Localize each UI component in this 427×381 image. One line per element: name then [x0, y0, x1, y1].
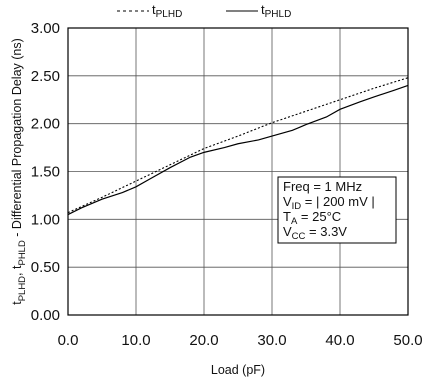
- y-label-rest: - Differential Propagation Delay (ns): [10, 38, 24, 240]
- x-tick-label: 0.0: [58, 332, 79, 349]
- legend-tplhd-main: t: [152, 2, 156, 17]
- condition-vid-value: = | 200 mV |: [301, 194, 375, 209]
- legend: tPLHD tPHLD: [117, 2, 291, 20]
- condition-vid: VID = | 200 mV |: [283, 194, 375, 212]
- condition-freq-text: Freq = 1 MHz: [283, 179, 362, 194]
- condition-vid-main: V: [283, 194, 292, 209]
- condition-vcc-value: = 3.3V: [305, 224, 347, 239]
- condition-vcc: VCC = 3.3V: [283, 224, 347, 242]
- y-tick-labels: 0.00 0.50 1.00 1.50 2.00 2.50 3.00: [31, 20, 60, 324]
- y-tick-label: 0.00: [31, 307, 60, 324]
- y-tick-label: 3.00: [31, 20, 60, 37]
- y-axis-label: tPLHD, tPHLD - Differential Propagation …: [10, 38, 28, 305]
- legend-tplhd-sub: PLHD: [156, 9, 183, 20]
- condition-ta-sub: A: [291, 216, 298, 227]
- x-tick-label: 10.0: [121, 332, 150, 349]
- legend-label-tphld: tPHLD: [261, 2, 291, 20]
- conditions-box-frame: [277, 176, 397, 244]
- x-tick-label: 40.0: [325, 332, 354, 349]
- conditions-box: Freq = 1 MHz VID = | 200 mV | TA = 25°C …: [277, 176, 397, 244]
- x-tick-label: 50.0: [393, 332, 422, 349]
- y-tick-label: 1.50: [31, 164, 60, 181]
- condition-ta: TA = 25°C: [283, 209, 341, 227]
- y-label-t1: t: [10, 301, 24, 305]
- y-tick-label: 1.00: [31, 211, 60, 228]
- condition-vcc-sub: CC: [292, 231, 306, 242]
- y-label-sub2: PHLD: [17, 240, 28, 265]
- plot-border: [67, 27, 409, 316]
- condition-vcc-main: V: [283, 224, 292, 239]
- x-axis-label: Load (pF): [211, 363, 265, 377]
- series-line-t-phld: [67, 84, 409, 216]
- legend-tphld-sub: PHLD: [265, 9, 292, 20]
- y-label-sep: ,: [10, 269, 24, 276]
- x-tick-label: 30.0: [257, 332, 286, 349]
- y-tick-label: 2.50: [31, 68, 60, 85]
- legend-tphld-main: t: [261, 2, 265, 17]
- plot-frame: [67, 27, 409, 316]
- y-label-sub1: PLHD: [17, 276, 28, 301]
- grid-lines: [68, 28, 408, 315]
- condition-ta-value: = 25°C: [297, 209, 341, 224]
- y-tick-label: 2.00: [31, 116, 60, 133]
- condition-vid-sub: ID: [292, 201, 302, 212]
- condition-freq: Freq = 1 MHz: [283, 179, 362, 194]
- y-tick-label: 0.50: [31, 259, 60, 276]
- x-tick-label: 20.0: [189, 332, 218, 349]
- legend-label-tplhd: tPLHD: [152, 2, 182, 20]
- x-tick-labels: 0.0 10.0 20.0 30.0 40.0 50.0: [58, 332, 423, 349]
- condition-ta-main: T: [283, 209, 291, 224]
- y-label-t2: t: [10, 265, 24, 269]
- series-lines: [67, 77, 409, 216]
